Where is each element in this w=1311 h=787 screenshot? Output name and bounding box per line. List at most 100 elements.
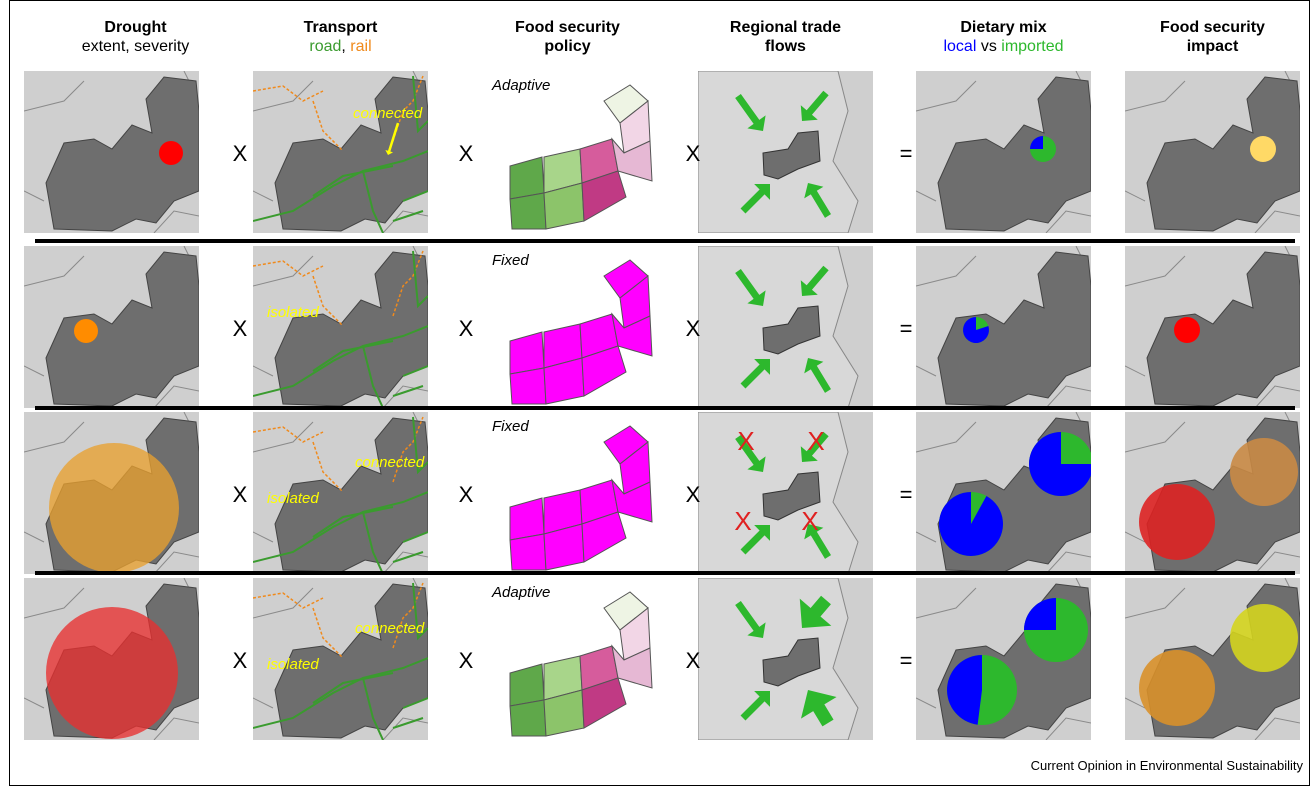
header-impact: Food security impact bbox=[1125, 18, 1300, 56]
header-diet: Dietary mix local vs imported bbox=[916, 18, 1091, 56]
country-shape bbox=[937, 76, 1091, 232]
drought-map bbox=[24, 412, 199, 574]
policy-map: Adaptive bbox=[480, 71, 655, 233]
legend-separator: , bbox=[341, 38, 351, 55]
impact-circle bbox=[1250, 136, 1276, 162]
country-shape bbox=[45, 76, 199, 232]
province-shape bbox=[509, 533, 547, 571]
border-line bbox=[24, 578, 199, 740]
pie-local bbox=[1024, 598, 1056, 630]
pie-local bbox=[963, 317, 989, 343]
header-title: Dietary mix bbox=[960, 19, 1047, 36]
pie-local bbox=[939, 492, 1003, 556]
diet-map bbox=[916, 412, 1091, 574]
province-shape bbox=[581, 345, 627, 397]
trade-arrow bbox=[740, 359, 770, 389]
drought-circle bbox=[74, 319, 98, 343]
country-shape bbox=[762, 471, 821, 521]
times-operator: X bbox=[458, 141, 474, 166]
impact-circle bbox=[1139, 650, 1215, 726]
map-label: connected bbox=[355, 620, 425, 637]
province-shape bbox=[509, 497, 545, 541]
times-operator: X bbox=[232, 141, 248, 166]
map-label: Fixed bbox=[492, 252, 529, 269]
country-shape bbox=[45, 251, 199, 407]
trade-map bbox=[698, 578, 873, 740]
drought-circle bbox=[49, 443, 179, 573]
trade-arrow bbox=[740, 691, 770, 721]
figure-frame bbox=[9, 0, 1310, 786]
diet-map bbox=[916, 578, 1091, 740]
border-line bbox=[1125, 578, 1300, 740]
map-label: Adaptive bbox=[492, 584, 551, 601]
policy-map: Fixed bbox=[480, 246, 655, 408]
drought-circle bbox=[159, 141, 183, 165]
times-operator: X bbox=[685, 482, 701, 507]
impact-circle bbox=[1230, 604, 1298, 672]
header-policy: Food security policy bbox=[480, 18, 655, 56]
border-line bbox=[253, 578, 428, 740]
header-title: Food security bbox=[1160, 19, 1265, 36]
drought-circle bbox=[46, 607, 178, 739]
header-title: Regional trade bbox=[729, 19, 842, 36]
map-label: Adaptive bbox=[492, 77, 551, 94]
policy-map: Adaptive bbox=[480, 578, 655, 740]
province-shape bbox=[509, 663, 545, 707]
equals-operator: = bbox=[899, 316, 913, 341]
drought-map bbox=[24, 246, 199, 408]
times-operator: X bbox=[458, 482, 474, 507]
equals-operator: = bbox=[899, 648, 913, 673]
trade-arrow bbox=[800, 690, 837, 727]
transport-map: connected isolated bbox=[253, 412, 428, 574]
header-subtitle: extent, severity bbox=[81, 38, 190, 55]
policy-map: Fixed bbox=[480, 412, 655, 574]
blocked-mark: X bbox=[734, 506, 751, 536]
rail-line bbox=[253, 416, 424, 493]
trade-arrow bbox=[800, 431, 829, 462]
impact-circle bbox=[1139, 484, 1215, 560]
province-shape bbox=[611, 312, 653, 357]
trade-arrow bbox=[800, 265, 829, 296]
header-title: Transport bbox=[303, 19, 378, 36]
impact-map bbox=[1125, 412, 1300, 574]
trade-map bbox=[698, 246, 873, 408]
header-title-line2: flows bbox=[765, 38, 806, 55]
trade-arrow bbox=[740, 184, 770, 214]
times-operator: X bbox=[458, 648, 474, 673]
border-line bbox=[24, 412, 199, 574]
road-line bbox=[253, 582, 428, 740]
trade-arrow bbox=[735, 268, 766, 306]
border-line bbox=[916, 246, 1091, 408]
impact-map bbox=[1125, 578, 1300, 740]
map-label: connected bbox=[355, 454, 425, 471]
imported-legend: imported bbox=[1001, 38, 1064, 55]
diet-map bbox=[916, 71, 1091, 233]
country-shape bbox=[937, 251, 1091, 407]
map-label: Fixed bbox=[492, 418, 529, 435]
country-shape bbox=[762, 130, 821, 180]
rail-line bbox=[253, 582, 424, 659]
equals-operator: = bbox=[899, 482, 913, 507]
map-label: isolated bbox=[267, 304, 319, 321]
trade-arrow bbox=[804, 183, 831, 218]
road-line bbox=[253, 250, 428, 408]
impact-map bbox=[1125, 246, 1300, 408]
country-shape bbox=[1146, 76, 1300, 232]
header-title: Food security bbox=[515, 19, 620, 36]
country-shape bbox=[1146, 251, 1300, 407]
country-shape bbox=[762, 305, 821, 355]
impact-circle bbox=[1174, 317, 1200, 343]
trade-arrow bbox=[800, 90, 829, 121]
trade-arrow bbox=[804, 524, 831, 559]
legend-separator: vs bbox=[976, 38, 1002, 55]
border-line bbox=[916, 578, 1091, 740]
times-operator: X bbox=[232, 648, 248, 673]
header-subtitle: local vs imported bbox=[916, 37, 1091, 56]
road-line bbox=[253, 75, 428, 233]
pie-local bbox=[946, 655, 982, 725]
times-operator: X bbox=[685, 141, 701, 166]
header-trade: Regional trade flows bbox=[698, 18, 873, 56]
province-shape bbox=[509, 192, 547, 230]
trade-arrow bbox=[799, 595, 832, 628]
trade-arrow bbox=[735, 93, 766, 131]
